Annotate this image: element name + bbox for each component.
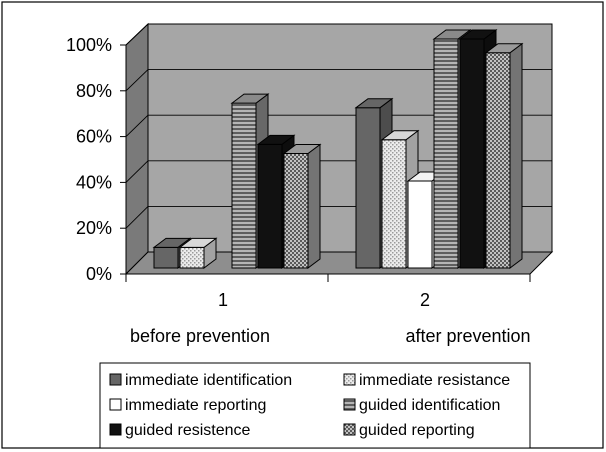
bar-front xyxy=(257,143,283,269)
gridline-side xyxy=(125,160,149,183)
gridline-side xyxy=(125,114,149,137)
bar xyxy=(282,143,322,269)
bar-top xyxy=(152,237,192,248)
legend: immediate identification immediate resist… xyxy=(109,372,510,439)
gridline-side xyxy=(125,23,149,46)
x-axis: 1 before prevention 2 after prevention xyxy=(125,273,531,346)
legend-label: immediate identification xyxy=(125,372,292,389)
legend-label: guided reporting xyxy=(359,422,475,439)
bar xyxy=(484,42,524,269)
legend-swatch xyxy=(343,423,356,436)
legend-label: immediate resistance xyxy=(359,372,510,389)
y-axis: 0% 20% 40% 60% 80% 100% xyxy=(66,35,127,284)
bar-front xyxy=(433,38,459,269)
bar-top xyxy=(230,93,270,104)
x-tick-label: 2 xyxy=(420,290,430,310)
bar-top xyxy=(432,29,472,40)
bar-front xyxy=(153,246,179,269)
legend-label: immediate reporting xyxy=(125,397,266,414)
bar-front xyxy=(283,153,309,269)
legend-item: immediate identification xyxy=(109,372,292,389)
bar-top xyxy=(484,43,524,54)
y-tick-label: 100% xyxy=(66,35,112,55)
y-tick-label: 80% xyxy=(76,81,112,101)
legend-swatch xyxy=(343,373,356,386)
gridline-side xyxy=(125,69,149,92)
legend-item: immediate resistance xyxy=(343,372,510,389)
x-tick-label: 1 xyxy=(218,290,228,310)
bar-top xyxy=(458,29,498,40)
legend-swatch xyxy=(343,398,356,411)
legend-swatch xyxy=(109,373,122,386)
x-category-sublabel: after prevention xyxy=(405,326,530,346)
legend-item: guided resistence xyxy=(109,422,251,439)
x-category-sublabel: before prevention xyxy=(130,326,270,346)
y-tick-label: 60% xyxy=(76,127,112,147)
bar-front xyxy=(381,139,407,269)
legend-swatch xyxy=(109,398,122,411)
bar-front xyxy=(179,246,205,269)
bar-front xyxy=(355,107,381,269)
gridline-side xyxy=(125,206,149,229)
bars xyxy=(152,29,524,269)
legend-item: immediate reporting xyxy=(109,397,266,414)
legend-item: guided reporting xyxy=(343,422,475,439)
bar-side xyxy=(307,143,321,269)
bar-top xyxy=(354,98,394,109)
plot-side-wall xyxy=(125,22,149,276)
bar-side xyxy=(509,42,523,269)
bar-top xyxy=(282,144,322,154)
bar-top xyxy=(380,130,420,141)
legend-box xyxy=(99,362,531,449)
legend-label: guided identification xyxy=(359,397,500,414)
y-tick-label: 0% xyxy=(86,264,112,284)
y-tick-label: 20% xyxy=(76,218,112,238)
legend-swatch xyxy=(109,423,122,436)
bar-front xyxy=(407,180,433,269)
bar-front xyxy=(459,38,485,269)
legend-item: guided identification xyxy=(343,397,500,414)
bar-front xyxy=(485,52,511,269)
bar-top xyxy=(178,237,218,248)
legend-label: guided resistence xyxy=(125,422,251,439)
bar xyxy=(178,237,218,269)
y-tick-label: 40% xyxy=(76,172,112,192)
bar-front xyxy=(231,102,257,269)
bar-top xyxy=(256,134,296,145)
